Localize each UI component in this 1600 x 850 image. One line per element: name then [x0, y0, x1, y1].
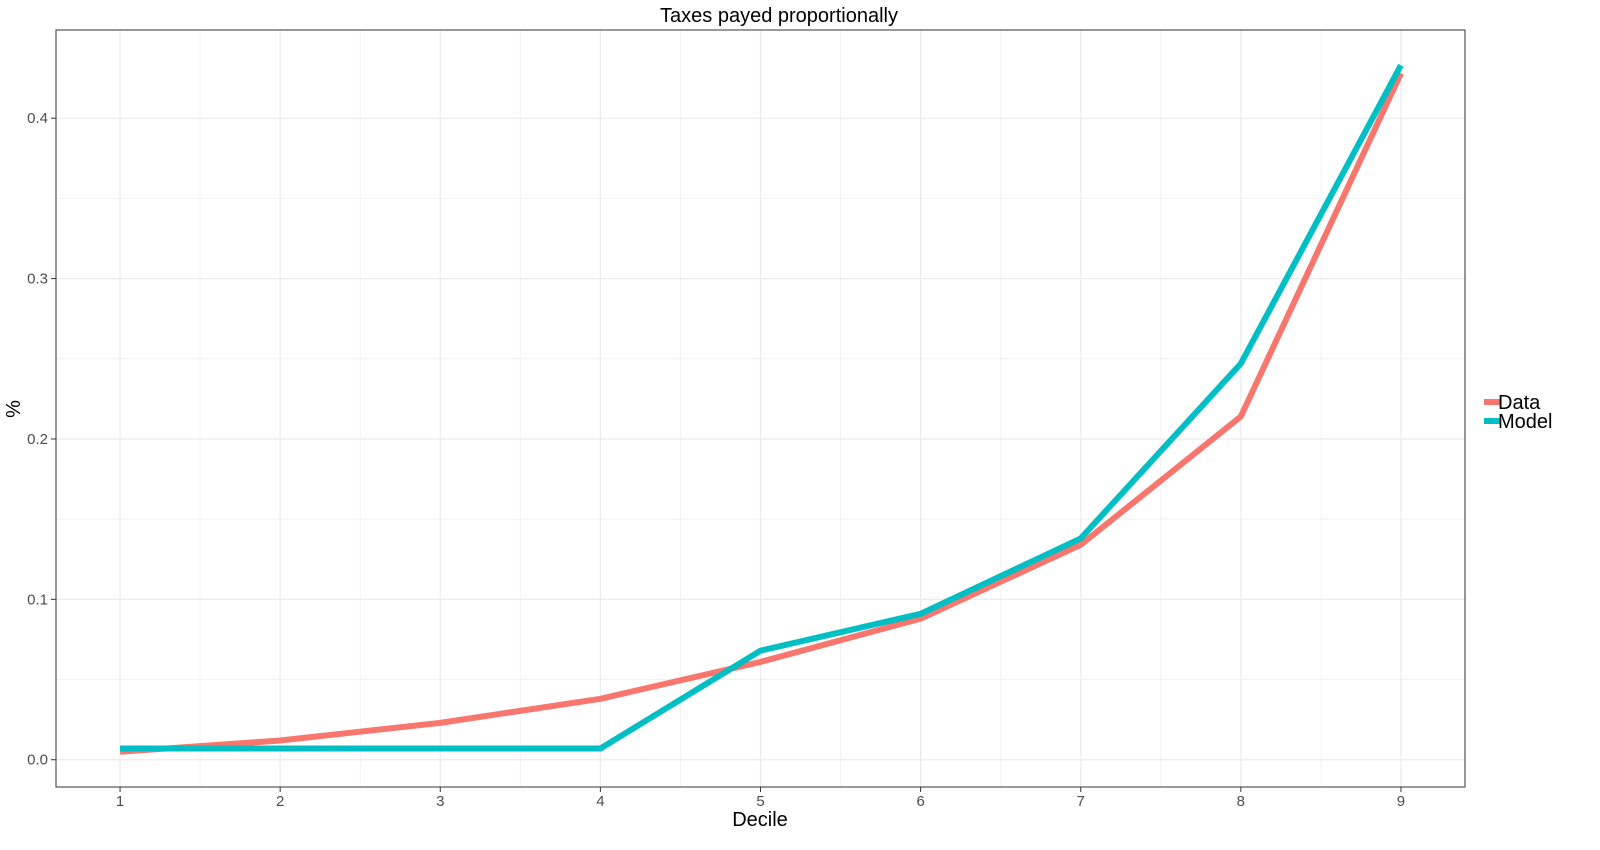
series-line-data: [119, 72, 1404, 755]
x-axis: 1 2 3 4 5 6 7 8 9: [116, 787, 1405, 810]
series-lines: [119, 63, 1404, 755]
x-axis-title: Decile: [732, 809, 788, 831]
x-tick-label: 6: [916, 793, 924, 810]
x-tick-label: 8: [1237, 793, 1245, 810]
y-tick-label: 0.3: [27, 271, 48, 288]
x-tick-label: 4: [596, 793, 604, 810]
legend-label-model: Model: [1498, 411, 1552, 433]
x-tick-label: 7: [1077, 793, 1085, 810]
y-tick-label: 0.0: [27, 752, 48, 769]
y-axis-title: %: [3, 400, 25, 418]
x-tick-label: 3: [436, 793, 444, 810]
series-line-model: [120, 63, 1404, 752]
major-gridlines: [56, 30, 1465, 787]
y-tick-label: 0.4: [27, 110, 48, 127]
x-tick-label: 1: [116, 793, 124, 810]
x-tick-label: 5: [756, 793, 764, 810]
x-tick-label: 2: [276, 793, 284, 810]
y-tick-label: 0.1: [27, 591, 48, 608]
y-axis: 0.0 0.1 0.2 0.3 0.4: [27, 110, 56, 769]
x-tick-label: 9: [1397, 793, 1405, 810]
legend-label-data: Data: [1498, 392, 1541, 414]
y-tick-label: 0.2: [27, 431, 48, 448]
plot-panel: [55, 29, 1466, 788]
chart-title: Taxes payed proportionally: [660, 5, 898, 27]
